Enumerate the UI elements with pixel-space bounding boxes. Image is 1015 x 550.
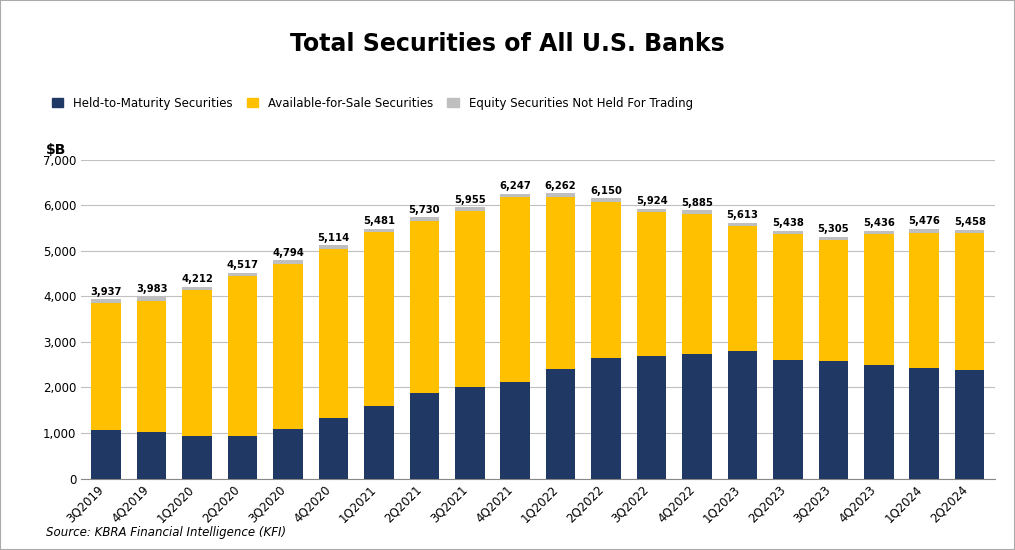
Bar — [137, 297, 166, 301]
Bar — [273, 263, 302, 430]
Bar — [410, 217, 439, 221]
Bar — [682, 214, 712, 354]
Bar — [500, 197, 530, 382]
Bar — [137, 432, 166, 478]
Bar — [955, 233, 985, 371]
Bar — [455, 211, 484, 387]
Bar — [909, 229, 939, 233]
Text: 4,212: 4,212 — [181, 274, 213, 284]
Text: Total Securities of All U.S. Banks: Total Securities of All U.S. Banks — [290, 32, 725, 56]
Text: 4,517: 4,517 — [226, 260, 259, 270]
Bar — [273, 260, 302, 263]
Text: 5,924: 5,924 — [635, 196, 668, 206]
Bar — [364, 405, 394, 478]
Bar — [955, 230, 985, 233]
Bar — [546, 197, 576, 369]
Bar — [183, 436, 212, 478]
Bar — [546, 369, 576, 478]
Text: 6,150: 6,150 — [590, 186, 622, 196]
Text: 5,730: 5,730 — [409, 205, 441, 215]
Bar — [592, 202, 621, 358]
Text: 4,794: 4,794 — [272, 248, 303, 257]
Bar — [364, 232, 394, 405]
Bar — [455, 207, 484, 211]
Bar — [91, 430, 121, 478]
Text: 5,481: 5,481 — [362, 216, 395, 226]
Bar — [183, 287, 212, 290]
Legend: Held-to-Maturity Securities, Available-for-Sale Securities, Equity Securities No: Held-to-Maturity Securities, Available-f… — [52, 97, 692, 109]
Bar — [818, 236, 849, 240]
Text: 5,476: 5,476 — [908, 217, 940, 227]
Text: 5,305: 5,305 — [817, 224, 850, 234]
Text: 5,114: 5,114 — [318, 233, 349, 243]
Text: 3,937: 3,937 — [90, 287, 122, 296]
Bar — [319, 249, 348, 418]
Bar — [500, 194, 530, 197]
Bar — [864, 234, 893, 365]
Bar — [909, 368, 939, 478]
Bar — [91, 299, 121, 303]
Bar — [183, 290, 212, 436]
Bar — [773, 234, 803, 360]
Bar — [773, 360, 803, 478]
Bar — [592, 198, 621, 202]
Bar — [546, 193, 576, 197]
Bar — [636, 212, 666, 356]
Bar — [728, 223, 757, 227]
Bar — [818, 361, 849, 478]
Text: 6,247: 6,247 — [499, 182, 531, 191]
Text: 5,436: 5,436 — [863, 218, 895, 228]
Bar — [455, 387, 484, 478]
Bar — [636, 356, 666, 478]
Bar — [500, 382, 530, 478]
Bar — [91, 302, 121, 430]
Bar — [682, 354, 712, 478]
Text: 5,438: 5,438 — [772, 218, 804, 228]
Bar — [227, 273, 258, 276]
Text: Source: KBRA Financial Intelligence (KFI): Source: KBRA Financial Intelligence (KFI… — [46, 526, 286, 539]
Bar — [636, 208, 666, 212]
Bar — [137, 301, 166, 432]
Bar — [864, 231, 893, 234]
Text: 5,955: 5,955 — [454, 195, 485, 205]
Bar — [773, 230, 803, 234]
Text: 5,613: 5,613 — [727, 210, 758, 220]
Bar — [955, 371, 985, 478]
Bar — [592, 358, 621, 478]
Bar — [273, 430, 302, 478]
Bar — [410, 393, 439, 478]
Bar — [364, 229, 394, 232]
Text: 6,262: 6,262 — [545, 180, 577, 191]
Text: 5,885: 5,885 — [681, 198, 713, 208]
Bar — [728, 351, 757, 478]
Bar — [864, 365, 893, 478]
Text: 5,458: 5,458 — [954, 217, 986, 227]
Bar — [227, 276, 258, 436]
Bar — [728, 227, 757, 351]
Bar — [227, 436, 258, 478]
Bar — [818, 240, 849, 361]
Text: $B: $B — [46, 143, 66, 157]
Bar — [909, 233, 939, 368]
Bar — [319, 245, 348, 249]
Bar — [319, 418, 348, 478]
Text: 3,983: 3,983 — [136, 284, 167, 294]
Bar — [682, 210, 712, 214]
Bar — [410, 221, 439, 393]
